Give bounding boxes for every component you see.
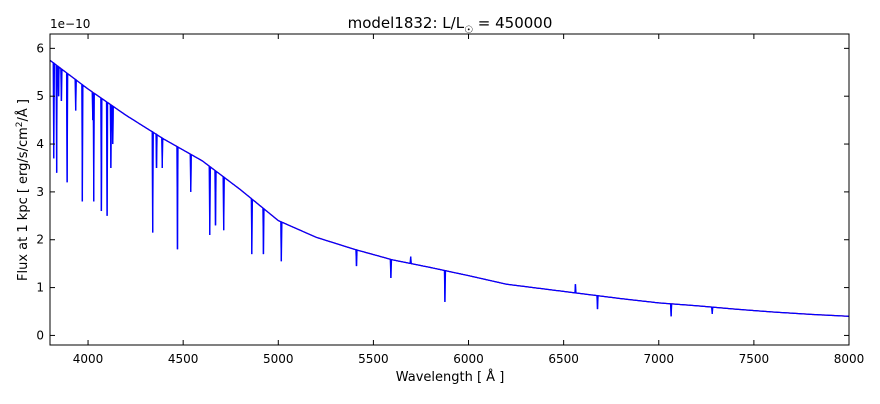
spectrum-line bbox=[50, 59, 849, 317]
y-tick-label: 4 bbox=[36, 137, 44, 151]
plot-frame bbox=[49, 33, 850, 346]
x-tick-label: 7000 bbox=[643, 352, 674, 366]
y-tick-label: 2 bbox=[36, 233, 44, 247]
y-axis-label-tail: /Å ] bbox=[15, 99, 31, 121]
plot-area bbox=[49, 33, 850, 346]
chart-title: model1832: L/L☉ = 450000 bbox=[348, 14, 553, 36]
y-axis-label-main: Flux at 1 kpc [ erg/s/cm bbox=[16, 127, 31, 281]
chart-title-value: = 450000 bbox=[473, 14, 552, 32]
y-tick-label: 3 bbox=[36, 185, 44, 199]
y-offset-label: 1e−10 bbox=[50, 17, 90, 31]
x-tick-label: 6500 bbox=[548, 352, 579, 366]
y-tick-label: 1 bbox=[36, 281, 44, 295]
x-axis: 4000 4500 5000 5500 6000 6500 7000 7500 8000 bbox=[73, 34, 864, 366]
chart-title-sun-symbol: ☉ bbox=[464, 25, 473, 36]
x-tick-label: 7500 bbox=[739, 352, 770, 366]
y-axis-label-sup: 2 bbox=[15, 122, 25, 128]
x-tick-label: 5000 bbox=[263, 352, 294, 366]
x-tick-label: 6000 bbox=[453, 352, 484, 366]
x-axis-label: Wavelength [ Å ] bbox=[396, 369, 505, 385]
series-group bbox=[50, 59, 849, 317]
y-axis: 0 1 2 3 4 5 6 bbox=[36, 41, 849, 342]
x-tick-label: 4500 bbox=[168, 352, 199, 366]
y-tick-label: 0 bbox=[36, 328, 44, 342]
y-tick-label: 6 bbox=[36, 41, 44, 55]
chart-title-main: model1832: L/L bbox=[348, 14, 465, 32]
x-tick-label: 5500 bbox=[358, 352, 389, 366]
x-tick-label: 8000 bbox=[834, 352, 865, 366]
y-tick-label: 5 bbox=[36, 89, 44, 103]
continuum-line bbox=[50, 59, 849, 317]
x-tick-label: 4000 bbox=[73, 352, 104, 366]
y-axis-label: Flux at 1 kpc [ erg/s/cm2/Å ] bbox=[15, 99, 31, 281]
